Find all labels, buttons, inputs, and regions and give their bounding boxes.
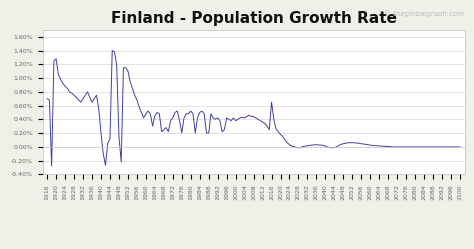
Title: Finland - Population Growth Rate: Finland - Population Growth Rate xyxy=(110,11,397,26)
Text: © theglobalgraph.com: © theglobalgraph.com xyxy=(384,10,465,17)
